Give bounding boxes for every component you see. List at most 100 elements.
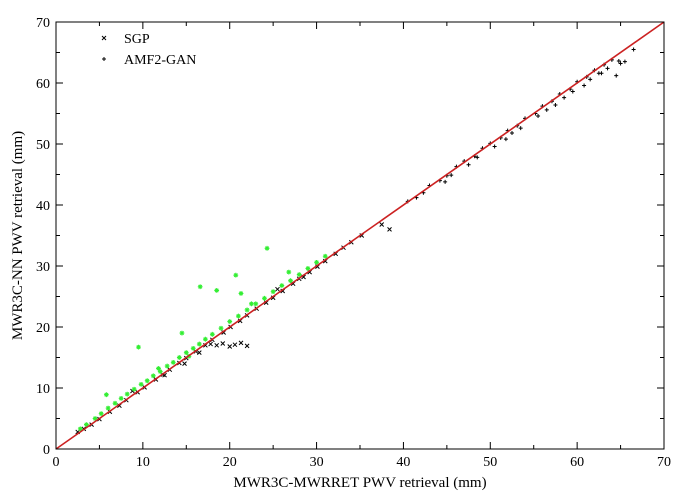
data-point — [77, 426, 83, 432]
data-point — [518, 126, 523, 131]
data-point — [84, 422, 89, 427]
x-tick-label: 0 — [53, 455, 60, 470]
axis-ticks — [55, 21, 665, 450]
axis-tick-labels: 0 10 20 30 40 50 60 70 0 10 20 30 40 50 60 70 — [36, 16, 671, 470]
data-point — [124, 391, 130, 397]
y-tick-label: 60 — [36, 77, 50, 92]
data-point — [253, 301, 259, 307]
data-point — [510, 131, 514, 136]
data-point — [582, 83, 587, 88]
data-point — [475, 155, 480, 160]
data-point — [379, 222, 385, 227]
data-point — [138, 381, 144, 387]
data-point — [214, 288, 220, 293]
data-point — [296, 272, 302, 277]
legend: SGP AMF2-GAN — [101, 32, 196, 68]
y-tick-label: 0 — [43, 443, 50, 458]
data-point — [492, 144, 497, 149]
data-point — [105, 405, 111, 411]
y-tick-label: 10 — [36, 382, 50, 397]
data-point — [314, 259, 319, 265]
data-point — [233, 272, 239, 278]
x-tick-label: 30 — [310, 455, 324, 470]
data-point — [190, 345, 196, 351]
data-point — [605, 66, 610, 71]
data-point — [322, 253, 328, 259]
data-point — [618, 61, 623, 66]
data-point — [616, 59, 621, 64]
data-point — [208, 341, 213, 347]
data-point — [249, 301, 254, 307]
data-point — [209, 331, 215, 337]
data-point — [236, 313, 241, 319]
data-point — [103, 392, 109, 398]
data-point — [220, 341, 226, 346]
x-tick-label: 50 — [483, 455, 497, 470]
data-point — [631, 47, 636, 52]
data-point — [118, 395, 124, 401]
data-point — [275, 286, 280, 292]
series-green-stars — [77, 245, 328, 432]
data-point — [270, 289, 276, 295]
data-point — [131, 386, 137, 392]
legend-marker-symbol — [101, 35, 107, 41]
data-point — [622, 59, 627, 64]
legend-label-amf2-gan: AMF2-GAN — [124, 53, 196, 68]
data-point — [443, 179, 448, 184]
data-point — [170, 359, 176, 365]
x-tick-label: 40 — [396, 455, 410, 470]
data-point — [227, 319, 233, 324]
data-point — [227, 344, 233, 349]
x-axis-title: MWR3C-MWRRET PWV retrieval (mm) — [233, 475, 486, 491]
data-point — [570, 89, 575, 94]
data-point — [183, 350, 189, 356]
data-point — [202, 336, 208, 342]
data-point — [244, 307, 250, 313]
data-point — [136, 344, 141, 350]
y-tick-label: 70 — [36, 16, 50, 31]
plot-points — [75, 47, 636, 435]
data-point — [112, 400, 118, 406]
data-point — [98, 411, 104, 417]
data-point — [387, 227, 392, 232]
data-point — [164, 363, 170, 369]
data-point — [196, 350, 202, 355]
x-tick-label: 20 — [223, 455, 237, 470]
data-point — [588, 77, 593, 82]
data-point — [196, 341, 202, 347]
data-point — [599, 71, 604, 76]
data-point — [503, 137, 508, 142]
one-to-one-line — [55, 21, 665, 450]
data-point — [244, 343, 250, 349]
data-point — [157, 369, 163, 374]
data-point — [150, 373, 156, 379]
data-point — [614, 73, 619, 78]
data-point — [238, 291, 244, 296]
legend-marker-symbol — [102, 57, 106, 61]
data-point — [305, 266, 311, 271]
legend-label-sgp: SGP — [124, 32, 150, 47]
data-point — [279, 283, 285, 288]
data-point — [238, 340, 244, 346]
y-tick-label: 50 — [36, 138, 50, 153]
y-tick-label: 30 — [36, 260, 50, 275]
data-point — [553, 102, 558, 107]
legend-marker-amf2-gan — [102, 57, 106, 61]
data-point — [286, 269, 292, 275]
legend-marker-sgp — [101, 35, 107, 41]
data-point — [536, 113, 541, 118]
data-point — [449, 173, 454, 178]
data-point — [288, 278, 293, 284]
data-point — [179, 330, 185, 336]
data-point — [214, 342, 220, 348]
y-tick-label: 40 — [36, 199, 50, 214]
y-axis-title: MWR3C-NN PWV retrieval (mm) — [10, 131, 26, 340]
data-point — [264, 245, 270, 251]
data-point — [156, 366, 161, 371]
data-point — [562, 95, 567, 100]
data-point — [262, 295, 267, 301]
data-point — [197, 284, 203, 290]
y-tick-label: 20 — [36, 321, 50, 336]
data-point — [144, 378, 150, 384]
